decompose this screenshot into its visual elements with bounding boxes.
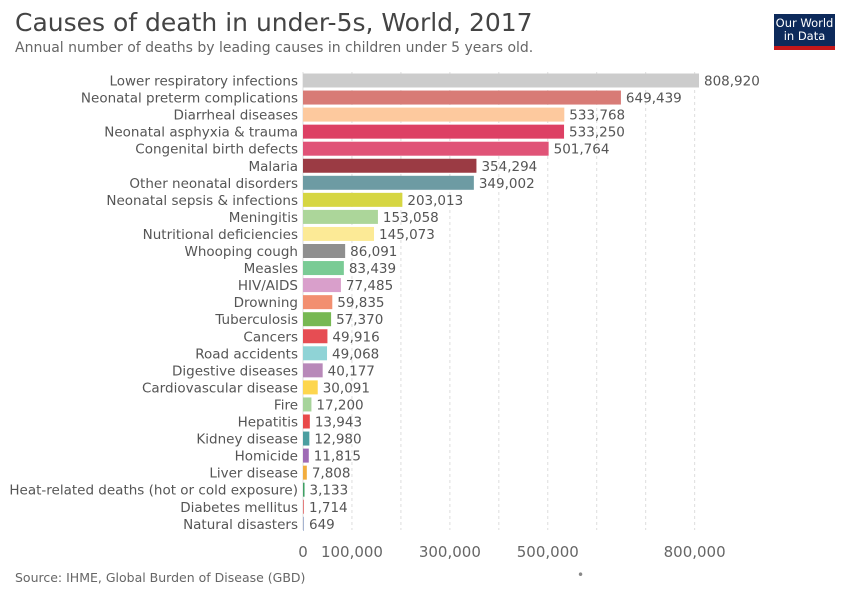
bar[interactable] (303, 107, 565, 122)
value-label: 3,133 (310, 483, 349, 499)
value-label: 17,200 (316, 397, 363, 413)
value-label: 1,714 (309, 500, 348, 516)
category-label: Kidney disease (196, 432, 298, 448)
x-tick-label: 100,000 (321, 543, 383, 561)
value-label: 57,370 (336, 312, 383, 328)
category-label: Diabetes mellitus (180, 500, 298, 516)
source-note[interactable]: Source: IHME, Global Burden of Disease (… (15, 570, 306, 585)
value-label: 203,013 (407, 193, 463, 209)
category-label: Cardiovascular disease (142, 380, 298, 396)
x-tick-label: 800,000 (664, 543, 726, 561)
category-label: Hepatitis (238, 415, 298, 431)
value-label: 7,808 (312, 466, 351, 482)
x-tick-label: 0 (298, 543, 308, 561)
bar[interactable] (303, 516, 304, 531)
owid-logo[interactable]: Our World in Data (774, 14, 835, 50)
category-label: Congenital birth defects (135, 142, 298, 158)
bar[interactable] (303, 465, 307, 480)
value-label: 13,943 (315, 415, 362, 431)
value-label: 83,439 (349, 261, 396, 277)
bar[interactable] (303, 261, 344, 276)
category-label: Fire (274, 397, 298, 413)
value-label: 77,485 (346, 278, 393, 294)
bar[interactable] (303, 141, 549, 156)
bar[interactable] (303, 312, 332, 327)
value-label: 808,920 (704, 74, 760, 90)
bar[interactable] (303, 329, 328, 344)
category-label: Meningitis (229, 210, 298, 226)
bar[interactable] (303, 226, 375, 241)
value-label: 354,294 (481, 159, 537, 175)
category-label: Malaria (248, 159, 298, 175)
bar[interactable] (303, 482, 305, 497)
value-label: 153,058 (383, 210, 439, 226)
value-label: 11,815 (314, 449, 361, 465)
value-label: 49,916 (332, 329, 379, 345)
bar[interactable] (303, 431, 310, 446)
footer-dot: • (577, 568, 585, 582)
category-label: Diarrheal diseases (173, 108, 298, 124)
logo-line-2: in Data (783, 29, 826, 43)
category-label: Lower respiratory infections (109, 74, 298, 90)
logo-line-1: Our World (775, 16, 834, 30)
value-label: 649 (309, 517, 335, 533)
bar[interactable] (303, 192, 403, 207)
category-label: Digestive diseases (172, 363, 298, 379)
category-label: Natural disasters (183, 517, 298, 533)
bar[interactable] (303, 448, 309, 463)
value-label: 145,073 (379, 227, 435, 243)
value-label: 40,177 (328, 363, 375, 379)
x-tick-label: 500,000 (517, 543, 579, 561)
bar[interactable] (303, 90, 621, 105)
value-label: 30,091 (323, 380, 370, 396)
bar[interactable] (303, 158, 477, 173)
bar[interactable] (303, 73, 699, 88)
category-label: Drowning (234, 295, 298, 311)
value-label: 501,764 (554, 142, 610, 158)
category-label: Nutritional deficiencies (143, 227, 298, 243)
value-label: 49,068 (332, 346, 379, 362)
bar[interactable] (303, 124, 565, 139)
bar[interactable] (303, 346, 328, 361)
x-tick-label: 300,000 (419, 543, 481, 561)
value-label: 533,768 (569, 108, 625, 124)
category-label: Whooping cough (184, 244, 298, 260)
category-label: Neonatal preterm complications (81, 91, 298, 107)
value-label: 12,980 (314, 432, 361, 448)
chart-subtitle: Annual number of deaths by leading cause… (15, 40, 534, 56)
category-label: Tuberculosis (214, 312, 298, 328)
category-label: Heat-related deaths (hot or cold exposur… (9, 483, 298, 499)
category-label: Neonatal asphyxia & trauma (104, 125, 298, 141)
bar[interactable] (303, 380, 318, 395)
bar[interactable] (303, 499, 304, 514)
bar[interactable] (303, 278, 341, 293)
bar[interactable] (303, 244, 346, 258)
category-label: Liver disease (209, 466, 298, 482)
bar[interactable] (303, 414, 310, 429)
bar[interactable] (303, 295, 333, 310)
chart-title: Causes of death in under-5s, World, 2017 (15, 8, 533, 37)
bar[interactable] (303, 175, 474, 190)
category-label: Cancers (243, 329, 298, 345)
value-label: 533,250 (569, 125, 625, 141)
bar[interactable] (303, 363, 323, 378)
value-label: 649,439 (626, 91, 682, 107)
category-label: Homicide (235, 449, 298, 465)
category-label: Measles (244, 261, 298, 277)
category-label: Road accidents (195, 346, 298, 362)
value-label: 349,002 (479, 176, 535, 192)
bar[interactable] (303, 209, 378, 224)
value-label: 86,091 (350, 244, 397, 260)
bar[interactable] (303, 397, 312, 412)
value-label: 59,835 (337, 295, 384, 311)
category-label: HIV/AIDS (238, 278, 298, 294)
category-label: Neonatal sepsis & infections (106, 193, 298, 209)
category-label: Other neonatal disorders (129, 176, 298, 192)
